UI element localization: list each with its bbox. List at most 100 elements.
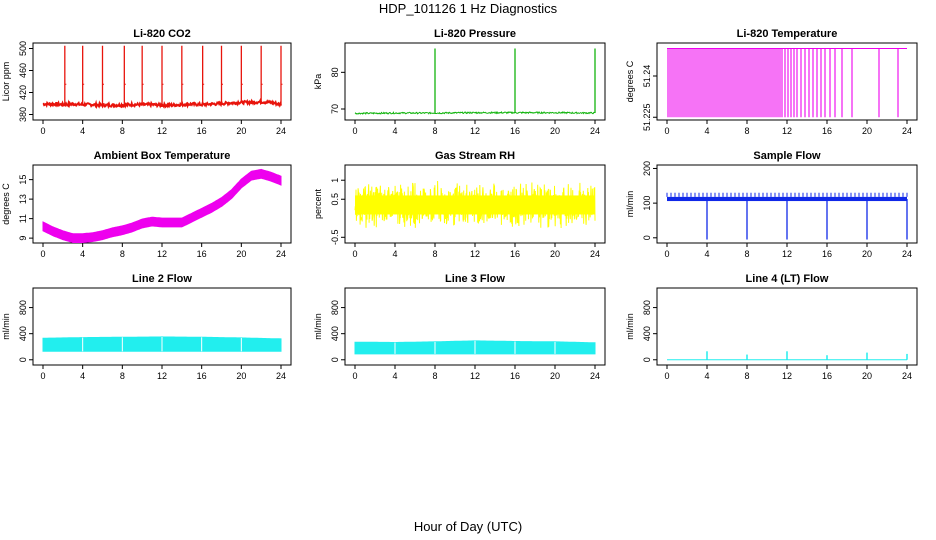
- x-tick-label: 24: [902, 126, 912, 136]
- x-tick-label: 20: [236, 371, 246, 381]
- x-tick-label: 20: [550, 371, 560, 381]
- panel-title: Line 4 (LT) Flow: [746, 273, 829, 285]
- panel-title: Li-820 Pressure: [434, 28, 516, 40]
- x-tick-label: 24: [276, 249, 286, 259]
- y-tick-label: 11: [18, 214, 28, 223]
- y-axis-label: ml/min: [625, 191, 635, 218]
- x-tick-label: 4: [80, 249, 85, 259]
- x-tick-label: 8: [744, 371, 749, 381]
- panel-7: Line 3 Flow ml/min 0 4 8 12 16 20 24 0 400 800: [313, 273, 606, 381]
- panel-0: Li-820 CO2 Licor ppm 0 4 8 12 16 20 24 380 420 460 5…: [1, 28, 292, 136]
- series-2: [667, 48, 907, 118]
- x-tick-label: 0: [664, 126, 669, 136]
- series-7: [354, 340, 596, 355]
- figure-title: HDP_101126 1 Hz Diagnostics: [379, 1, 558, 16]
- y-axis-label: ml/min: [313, 313, 323, 340]
- figure-x-label: Hour of Day (UTC): [414, 519, 522, 534]
- y-tick-label: 0: [642, 235, 652, 240]
- x-tick-label: 16: [197, 126, 207, 136]
- y-tick-label: 0: [330, 357, 340, 362]
- series-0: [42, 45, 283, 110]
- x-tick-label: 20: [236, 249, 246, 259]
- y-tick-label: 400: [18, 326, 28, 341]
- x-tick-label: 20: [862, 249, 872, 259]
- x-tick-label: 0: [664, 371, 669, 381]
- y-axis-label: ml/min: [625, 313, 635, 340]
- x-tick-label: 12: [470, 126, 480, 136]
- panel-8: Line 4 (LT) Flow ml/min 0 4 8 12 16 20 24 0 400 800: [625, 273, 918, 381]
- x-tick-label: 0: [40, 249, 45, 259]
- x-tick-label: 12: [157, 126, 167, 136]
- y-tick-label: 100: [642, 196, 652, 211]
- x-tick-label: 20: [862, 371, 872, 381]
- x-tick-label: 0: [664, 249, 669, 259]
- x-tick-label: 16: [822, 249, 832, 259]
- panel-title: Ambient Box Temperature: [94, 150, 231, 162]
- y-tick-label: 15: [18, 175, 28, 185]
- y-tick-label: 80: [330, 67, 340, 77]
- series-8: [667, 351, 908, 361]
- x-tick-label: 4: [704, 126, 709, 136]
- x-tick-label: 12: [782, 371, 792, 381]
- y-axis-label: percent: [313, 188, 323, 219]
- y-tick-label: 800: [18, 300, 28, 315]
- series-6: [42, 336, 282, 352]
- y-tick-label: 0: [642, 357, 652, 362]
- x-tick-label: 8: [744, 249, 749, 259]
- panel-4: Gas Stream RH percent 0 4 8 12 16 20 24 -0.5 0.5 1: [313, 150, 606, 259]
- series-4: [354, 180, 596, 229]
- x-tick-label: 24: [276, 371, 286, 381]
- y-tick-label: 13: [18, 194, 28, 204]
- x-tick-label: 16: [197, 249, 207, 259]
- series-line: [354, 110, 596, 115]
- x-tick-label: 4: [704, 249, 709, 259]
- y-tick-label: 500: [18, 41, 28, 56]
- x-tick-label: 24: [590, 126, 600, 136]
- panel-1: Li-820 Pressure kPa 0 4 8 12 16 20 24 70 80: [313, 28, 606, 136]
- panel-3: Ambient Box Temperature degrees C 0 4 8 12 16 2…: [1, 150, 292, 259]
- y-tick-label: 70: [330, 104, 340, 114]
- x-tick-label: 16: [197, 371, 207, 381]
- y-axis-label: ml/min: [1, 313, 11, 340]
- plot-frame: [344, 42, 606, 121]
- y-tick-label: 0: [18, 357, 28, 362]
- x-tick-label: 0: [40, 371, 45, 381]
- panel-2: Li-820 Temperature degrees C 0 4 8 12 16 20 24 51…: [625, 28, 918, 136]
- y-axis-label: Licor ppm: [1, 62, 11, 102]
- x-tick-label: 12: [470, 249, 480, 259]
- x-tick-label: 8: [120, 126, 125, 136]
- panel-title: Line 2 Flow: [132, 273, 192, 285]
- panel-title: Li-820 Temperature: [737, 28, 838, 40]
- series-3: [42, 168, 282, 243]
- panel-title: Sample Flow: [753, 150, 821, 162]
- panel-title: Li-820 CO2: [133, 28, 190, 40]
- y-axis-label: kPa: [313, 74, 323, 90]
- series-band: [42, 168, 282, 243]
- plot-frame: [32, 287, 292, 366]
- panel-title: Gas Stream RH: [435, 150, 515, 162]
- x-tick-label: 8: [432, 371, 437, 381]
- y-tick-label: 200: [642, 161, 652, 176]
- x-tick-label: 16: [510, 126, 520, 136]
- x-tick-label: 0: [352, 126, 357, 136]
- x-tick-label: 0: [352, 371, 357, 381]
- x-tick-label: 12: [782, 249, 792, 259]
- x-tick-label: 12: [782, 126, 792, 136]
- x-tick-label: 8: [120, 249, 125, 259]
- panel-title: Line 3 Flow: [445, 273, 505, 285]
- x-tick-label: 8: [432, 126, 437, 136]
- y-tick-label: 800: [642, 300, 652, 315]
- x-tick-label: 24: [902, 249, 912, 259]
- y-tick-label: 51.225: [642, 103, 652, 131]
- y-axis-label: degrees C: [1, 183, 11, 225]
- x-tick-label: 0: [352, 249, 357, 259]
- x-tick-label: 20: [550, 126, 560, 136]
- x-tick-label: 24: [590, 249, 600, 259]
- x-tick-label: 8: [120, 371, 125, 381]
- x-tick-label: 20: [236, 126, 246, 136]
- x-tick-label: 12: [157, 371, 167, 381]
- x-tick-label: 12: [157, 249, 167, 259]
- x-tick-label: 24: [276, 126, 286, 136]
